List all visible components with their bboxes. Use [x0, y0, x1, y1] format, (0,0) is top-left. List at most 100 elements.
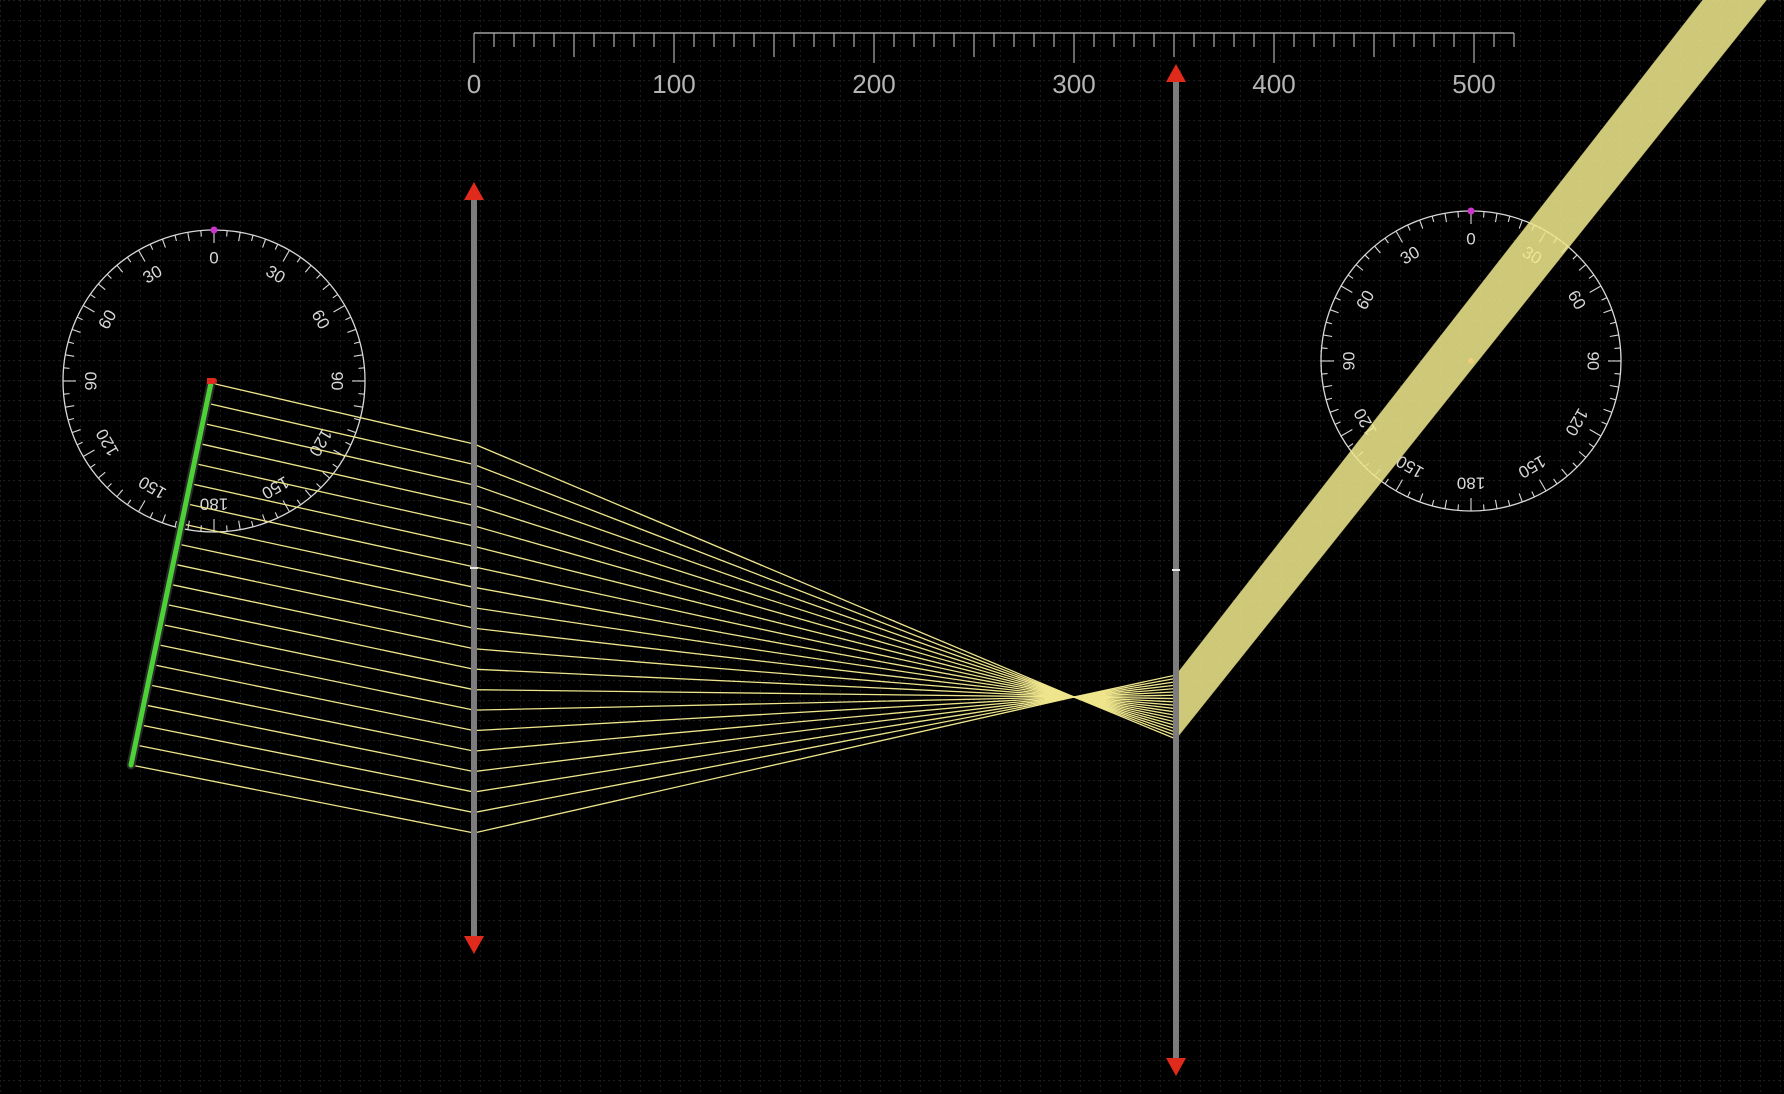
protractor-tick	[63, 393, 70, 395]
protractor-tick	[63, 367, 70, 369]
beam-ray	[1175, 0, 1755, 727]
protractor-tick	[1329, 309, 1339, 314]
refracted-beam	[1175, 0, 1767, 740]
protractor-tick	[304, 264, 312, 273]
protractor-tick	[1561, 468, 1568, 477]
beam-ray	[1175, 0, 1767, 740]
protractor-tick	[126, 256, 132, 263]
protractor-handle[interactable]	[210, 226, 218, 234]
protractor-tick	[1323, 384, 1333, 388]
ray	[189, 482, 1177, 723]
protractor-tick	[1323, 334, 1333, 338]
protractor-tick	[1431, 215, 1435, 223]
lens-2[interactable]	[1166, 64, 1186, 1076]
protractor-tick	[333, 305, 346, 313]
protractor-tick	[322, 471, 331, 479]
protractor-tick	[71, 328, 81, 333]
beam-ray	[1175, 0, 1723, 695]
protractor-tick	[1457, 504, 1459, 511]
protractor-tick	[1483, 211, 1485, 218]
line-source-icon[interactable]	[128, 380, 214, 768]
protractor-tick	[1334, 297, 1341, 301]
lens-bottom-arrow-icon[interactable]	[464, 936, 484, 954]
protractor-tick	[138, 249, 146, 262]
protractor-tick	[82, 305, 95, 313]
protractor-tick	[296, 499, 302, 506]
protractor-tick	[1347, 274, 1354, 279]
protractor-tick	[1347, 443, 1354, 448]
ray	[147, 683, 1177, 752]
protractor-tick	[1395, 479, 1403, 492]
protractor-tick	[1355, 264, 1364, 271]
protractor-tick	[200, 230, 202, 237]
ruler[interactable]: 0 100 200 300 400 500	[467, 32, 1515, 99]
ray	[135, 677, 1177, 814]
protractor-tick	[149, 243, 154, 250]
ray	[202, 422, 1177, 733]
beam-ray	[1175, 0, 1716, 688]
protractor-tick	[1572, 254, 1578, 260]
ray	[177, 543, 1177, 713]
protractor-tick	[250, 520, 254, 527]
protractor-tick	[1334, 421, 1341, 425]
protractor-tick	[282, 249, 290, 262]
protractor-tick	[1507, 499, 1511, 507]
protractor-tick	[358, 393, 365, 395]
ray	[172, 563, 1177, 710]
protractor-handle[interactable]	[1467, 207, 1475, 215]
protractor-tick	[116, 489, 124, 498]
protractor-tick	[226, 230, 228, 237]
protractor-tick	[345, 441, 352, 446]
protractor-tick	[353, 341, 360, 345]
protractor-tick	[1321, 373, 1328, 375]
lens-top-arrow-icon[interactable]	[1166, 64, 1186, 82]
beam-ray	[1175, 0, 1735, 708]
protractor-tick	[1518, 219, 1523, 229]
protractor-tick	[174, 235, 178, 242]
protractor-tick	[1340, 285, 1353, 293]
protractor-tick	[1431, 499, 1435, 507]
protractor-tick	[1325, 397, 1333, 401]
protractor-tick	[353, 405, 363, 408]
protractor-tick	[82, 449, 95, 457]
protractor-tick	[1457, 211, 1459, 218]
protractor-label: 180	[1457, 474, 1485, 493]
protractor-tick	[1494, 499, 1498, 509]
protractor-tick	[161, 238, 166, 248]
protractor-tick	[1588, 274, 1595, 279]
protractor-tick	[274, 512, 279, 519]
protractor-label: 0	[1466, 230, 1475, 249]
ruler-label: 300	[1052, 69, 1095, 99]
protractor-tick	[332, 463, 339, 469]
protractor-tick	[1553, 478, 1558, 485]
protractor-tick	[316, 273, 322, 279]
ray	[130, 674, 1177, 834]
protractor-tick	[1603, 408, 1613, 413]
lens-1[interactable]	[464, 182, 484, 954]
protractor-tick	[149, 512, 154, 519]
source-handle[interactable]	[207, 378, 215, 384]
beam-ray	[1175, 0, 1742, 714]
protractor-tick	[1444, 499, 1448, 509]
ray	[160, 623, 1177, 700]
protractor-tick	[1572, 462, 1578, 468]
lens-top-arrow-icon[interactable]	[464, 182, 484, 200]
ray	[206, 402, 1177, 737]
lens-bottom-arrow-icon[interactable]	[1166, 1058, 1186, 1076]
ray	[185, 502, 1177, 720]
light-source[interactable]	[126, 378, 216, 770]
protractor-tick	[138, 500, 146, 513]
protractor-tick	[1603, 309, 1613, 314]
protractor-tick	[1483, 504, 1485, 511]
protractor-tick	[1321, 347, 1328, 349]
protractor-tick	[97, 283, 106, 291]
ray	[168, 583, 1177, 706]
protractor-tick	[161, 514, 166, 524]
protractor-tick	[1589, 285, 1602, 293]
protractor-tick	[68, 341, 75, 345]
protractor-label: 0	[209, 249, 218, 268]
protractor-label: 90	[328, 372, 347, 391]
protractor-tick	[353, 417, 360, 421]
